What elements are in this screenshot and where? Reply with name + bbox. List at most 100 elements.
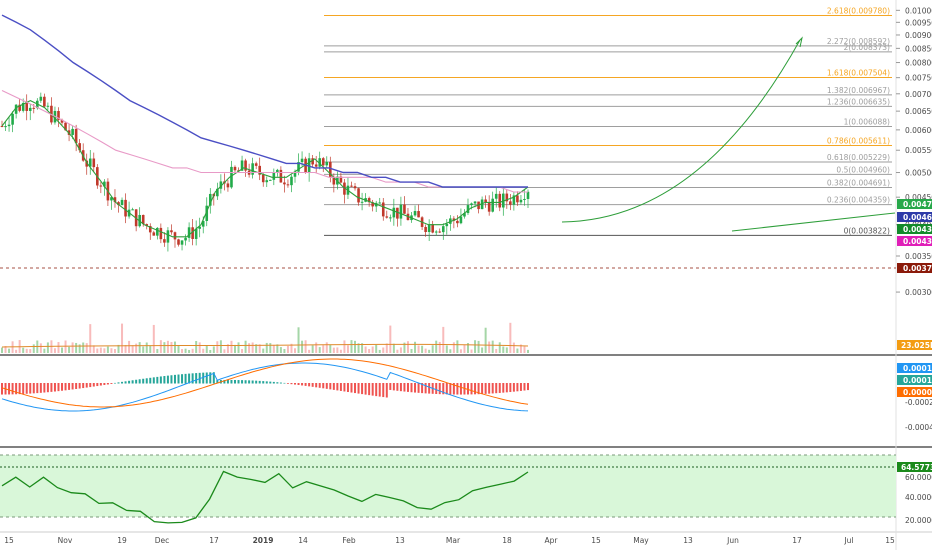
candle-body[interactable] (32, 107, 36, 109)
candle-body[interactable] (427, 224, 431, 233)
candle-body[interactable] (39, 96, 43, 101)
candle-body[interactable] (156, 227, 159, 236)
candle-body[interactable] (293, 171, 297, 177)
candle-body[interactable] (480, 199, 484, 210)
candle-body[interactable] (350, 185, 353, 187)
candle-body[interactable] (484, 199, 487, 203)
candle-body[interactable] (251, 163, 254, 175)
candle-body[interactable] (233, 166, 237, 171)
candle-body[interactable] (170, 230, 173, 233)
candle-body[interactable] (470, 203, 473, 206)
candle-body[interactable] (466, 205, 470, 214)
candle-body[interactable] (424, 226, 427, 233)
candle-body[interactable] (120, 199, 124, 206)
candle-body[interactable] (445, 223, 449, 227)
candle-body[interactable] (272, 172, 276, 180)
candle-body[interactable] (297, 162, 300, 172)
candle-body[interactable] (276, 169, 279, 173)
candle-body[interactable] (360, 201, 364, 203)
candle-body[interactable] (205, 205, 209, 221)
candle-body[interactable] (99, 185, 103, 187)
candle-body[interactable] (268, 179, 272, 181)
candle-body[interactable] (173, 232, 177, 240)
candle-body[interactable] (431, 224, 434, 233)
candle-body[interactable] (145, 224, 149, 227)
candle-body[interactable] (473, 201, 477, 204)
candle-body[interactable] (505, 193, 509, 202)
candle-body[interactable] (254, 163, 258, 166)
candle-body[interactable] (438, 231, 442, 233)
candle-body[interactable] (113, 197, 117, 203)
candle-body[interactable] (459, 216, 463, 224)
candle-body[interactable] (148, 226, 152, 233)
candle-body[interactable] (290, 176, 293, 186)
candle-body[interactable] (357, 188, 360, 203)
candle-body[interactable] (4, 126, 7, 128)
candle-body[interactable] (46, 105, 50, 107)
candle-body[interactable] (403, 204, 406, 214)
price-axis[interactable]: 0.010000 0.009500 0.009000 0.008500 0.008000… (896, 6, 932, 297)
candle-body[interactable] (286, 184, 290, 186)
candle-body[interactable] (57, 110, 60, 120)
candle-body[interactable] (74, 128, 78, 144)
candle-body[interactable] (509, 201, 512, 205)
candle-body[interactable] (88, 158, 92, 167)
candle-body[interactable] (180, 240, 184, 245)
candle-body[interactable] (141, 214, 145, 225)
candle-body[interactable] (60, 119, 64, 123)
candle-body[interactable] (318, 158, 322, 167)
candle-body[interactable] (14, 104, 18, 114)
candle-body[interactable] (311, 158, 314, 165)
candle-body[interactable] (463, 213, 466, 217)
candle-body[interactable] (18, 104, 21, 111)
candle-body[interactable] (300, 158, 304, 163)
candle-body[interactable] (131, 209, 134, 211)
candle-body[interactable] (0, 125, 4, 127)
candle-body[interactable] (381, 202, 385, 217)
candle-body[interactable] (163, 239, 166, 243)
candle-body[interactable] (258, 165, 262, 175)
candle-body[interactable] (194, 228, 198, 239)
candle-body[interactable] (329, 161, 332, 177)
candle-body[interactable] (498, 193, 502, 208)
candle-body[interactable] (339, 176, 343, 183)
candle-body[interactable] (487, 202, 491, 212)
candle-body[interactable] (201, 220, 205, 227)
candle-body[interactable] (332, 176, 336, 185)
candle-body[interactable] (21, 102, 25, 111)
candle-body[interactable] (230, 166, 233, 188)
candle-body[interactable] (92, 158, 96, 168)
candle-body[interactable] (385, 216, 389, 218)
candle-body[interactable] (279, 169, 283, 183)
candle-body[interactable] (261, 174, 265, 183)
candle-body[interactable] (187, 227, 191, 238)
candle-body[interactable] (516, 195, 519, 203)
candle-body[interactable] (71, 128, 74, 135)
candle-body[interactable] (11, 113, 14, 125)
candle-body[interactable] (208, 193, 212, 206)
candle-body[interactable] (399, 204, 403, 219)
candle-body[interactable] (434, 231, 438, 233)
candle-body[interactable] (177, 239, 180, 245)
candle-body[interactable] (512, 195, 516, 205)
candle-body[interactable] (519, 199, 523, 203)
candle-body[interactable] (124, 199, 127, 217)
candle-body[interactable] (491, 198, 494, 212)
candle-body[interactable] (7, 124, 11, 127)
candle-body[interactable] (283, 182, 286, 185)
projection-curve[interactable] (561, 39, 801, 223)
candle-body[interactable] (216, 188, 219, 197)
candle-body[interactable] (389, 217, 392, 219)
candle-body[interactable] (523, 198, 526, 200)
candle-body[interactable] (378, 202, 382, 204)
candle-body[interactable] (456, 220, 459, 224)
candle-body[interactable] (392, 207, 396, 218)
candle-body[interactable] (396, 207, 399, 219)
candle-body[interactable] (413, 211, 417, 216)
candle-body[interactable] (441, 226, 445, 233)
candle-body[interactable] (184, 237, 187, 241)
candle-body[interactable] (226, 183, 230, 188)
candle-body[interactable] (198, 226, 201, 229)
candle-body[interactable] (244, 160, 247, 171)
candle-body[interactable] (25, 102, 29, 111)
